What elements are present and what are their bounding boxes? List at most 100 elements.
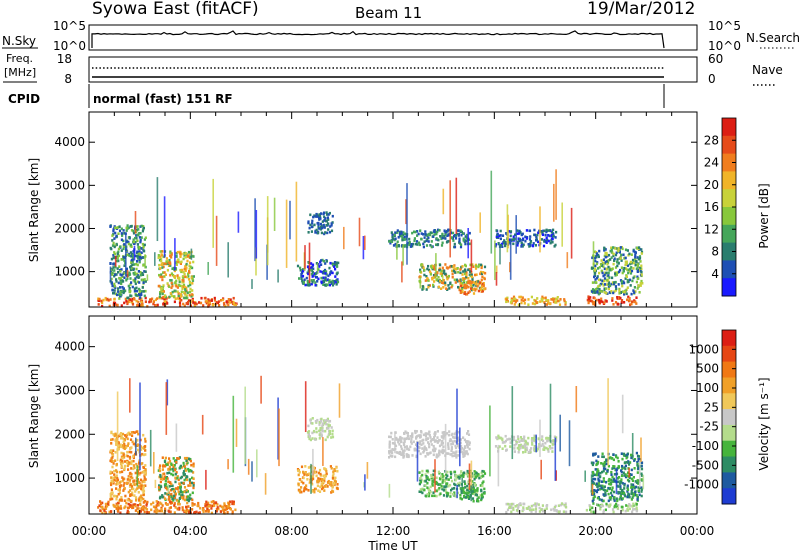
echo-cell (451, 275, 454, 279)
echo-cell (479, 272, 482, 276)
echo-cell (140, 448, 143, 451)
echo-cell (481, 493, 484, 496)
echo-cell (564, 502, 567, 505)
echo-cell (137, 491, 140, 494)
echo-cell (170, 256, 173, 259)
echo-cell (189, 255, 192, 259)
echo-cell (321, 429, 324, 433)
echo-cell (477, 472, 480, 476)
echo-cell (298, 478, 301, 481)
echo-cell (616, 258, 619, 261)
echo-cell (636, 496, 639, 499)
echo-cell (138, 498, 141, 501)
echo-cell (123, 482, 126, 485)
echo-cell (512, 435, 516, 439)
echo-cell (619, 496, 622, 499)
echo-cell (163, 275, 166, 278)
echo-cell (134, 509, 137, 512)
echo-cell (156, 303, 159, 307)
echo-cell (591, 461, 594, 465)
echo-cell (599, 507, 602, 511)
echo-cell (596, 275, 599, 278)
echo-cell (436, 230, 439, 234)
echo-cell (519, 446, 522, 450)
echo-cell (460, 489, 463, 492)
echo-cell (202, 304, 205, 307)
echo-cell (160, 259, 163, 263)
echo-cell (465, 239, 468, 243)
echo-cell (592, 289, 596, 293)
echo-cell (231, 502, 234, 506)
echo-cell (453, 491, 456, 494)
echo-cell (134, 280, 137, 283)
echo-streak (205, 469, 207, 490)
echo-cell (603, 489, 606, 492)
echo-cell (406, 434, 409, 438)
echo-cell (602, 284, 605, 287)
echo-cell (547, 436, 550, 440)
echo-streak (592, 241, 595, 268)
echo-cell (315, 228, 318, 232)
echo-cell (524, 235, 527, 239)
echo-cell (631, 485, 634, 489)
echo-cell (545, 436, 548, 440)
echo-cell (483, 492, 486, 495)
echo-cell (159, 509, 162, 513)
echo-cell (142, 501, 145, 504)
echo-cell (161, 504, 164, 507)
echo-cell (632, 508, 635, 511)
echo-cell (512, 235, 515, 238)
echo-cell (481, 484, 484, 488)
echo-cell (397, 438, 400, 441)
echo-cell (482, 470, 486, 473)
echo-cell (126, 482, 129, 485)
echo-cell (596, 485, 599, 488)
echo-cell (505, 510, 508, 514)
echo-cell (161, 262, 164, 265)
echo-cell (314, 438, 317, 441)
echo-cell (474, 273, 477, 277)
echo-cell (605, 480, 608, 484)
echo-cell (447, 447, 450, 450)
echo-cell (192, 464, 195, 468)
echo-streak (304, 381, 307, 432)
echo-cell (137, 432, 140, 436)
echo-cell (505, 448, 508, 452)
echo-cell (466, 469, 469, 473)
echo-cell (600, 264, 603, 267)
echo-cell (430, 266, 433, 270)
echo-cell (189, 484, 192, 487)
echo-cell (442, 286, 445, 289)
echo-cell (172, 473, 175, 477)
echo-streak (402, 244, 404, 266)
echo-cell (319, 260, 322, 264)
echo-cell (390, 239, 393, 243)
echo-cell (617, 283, 620, 286)
echo-cell (626, 484, 629, 488)
echo-cell (177, 490, 180, 494)
echo-cell (115, 280, 118, 283)
nave-label: Nave (752, 63, 783, 77)
echo-cell (161, 468, 164, 471)
echo-cell (595, 287, 598, 291)
echo-cell (598, 289, 601, 293)
echo-cell (623, 281, 626, 285)
echo-cell (314, 283, 317, 287)
echo-cell (638, 246, 641, 249)
echo-cell (611, 281, 614, 284)
echo-cell (126, 454, 129, 458)
echo-streak (166, 379, 169, 406)
echo-cell (594, 477, 597, 481)
echo-cell (123, 437, 126, 441)
echo-cell (328, 283, 331, 287)
echo-cell (614, 468, 617, 472)
echo-cell (129, 294, 132, 297)
echo-cell (160, 263, 163, 266)
echo-streak (163, 196, 166, 258)
echo-cell (623, 290, 626, 294)
echo-cell (178, 250, 181, 254)
echo-cell (157, 469, 160, 472)
echo-cell (172, 487, 175, 491)
echo-cell (179, 304, 182, 307)
echo-cell (222, 505, 225, 509)
